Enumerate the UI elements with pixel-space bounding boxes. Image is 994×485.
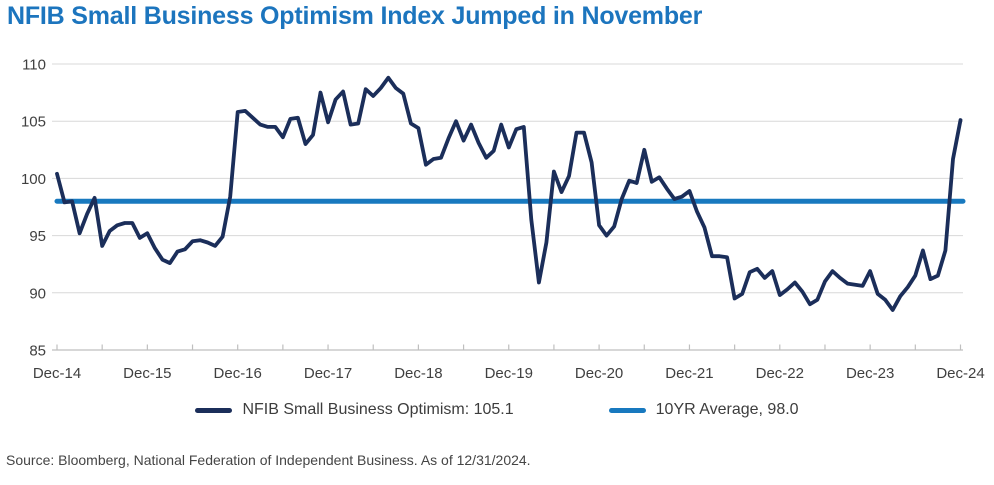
source-note: Source: Bloomberg, National Federation o… (6, 452, 531, 468)
svg-text:90: 90 (29, 285, 46, 302)
svg-text:105: 105 (21, 114, 46, 131)
optimism-chart: 85 90 95 100 105 110 Dec-14 Dec-15 Dec-16 Dec-17… (21, 57, 985, 383)
y-axis-labels: 85 90 95 100 105 110 (21, 57, 46, 360)
x-axis-ticks (56, 344, 962, 350)
svg-text:85: 85 (29, 343, 46, 360)
gridlines (52, 63, 963, 294)
svg-text:Dec-14: Dec-14 (33, 365, 81, 382)
svg-text:Dec-24: Dec-24 (936, 365, 984, 382)
x-axis-labels: Dec-14 Dec-15 Dec-16 Dec-17 Dec-18 Dec-19 Dec-… (33, 365, 985, 382)
svg-text:Dec-20: Dec-20 (575, 365, 623, 382)
svg-text:Dec-22: Dec-22 (756, 365, 804, 382)
legend-label-nfib: NFIB Small Business Optimism: 105.1 (242, 401, 514, 418)
svg-text:Dec-15: Dec-15 (123, 365, 171, 382)
legend-item-nfib: NFIB Small Business Optimism: 105.1 (195, 401, 514, 419)
legend-item-average: 10YR Average, 98.0 (608, 401, 799, 419)
svg-text:110: 110 (22, 57, 46, 74)
legend-swatch-average-icon (608, 407, 646, 413)
svg-text:Dec-16: Dec-16 (214, 365, 262, 382)
svg-text:100: 100 (21, 171, 46, 188)
legend-swatch-nfib-icon (195, 407, 233, 413)
svg-text:Dec-18: Dec-18 (394, 365, 442, 382)
svg-text:Dec-21: Dec-21 (665, 365, 713, 382)
data-line (55, 75, 963, 312)
chart-legend: NFIB Small Business Optimism: 105.1 10YR… (0, 401, 994, 419)
svg-text:Dec-23: Dec-23 (846, 365, 894, 382)
svg-text:95: 95 (29, 228, 46, 245)
page-title: NFIB Small Business Optimism Index Jumpe… (7, 2, 703, 30)
svg-text:Dec-19: Dec-19 (485, 365, 533, 382)
svg-text:Dec-17: Dec-17 (304, 365, 352, 382)
legend-label-average: 10YR Average, 98.0 (655, 401, 799, 418)
